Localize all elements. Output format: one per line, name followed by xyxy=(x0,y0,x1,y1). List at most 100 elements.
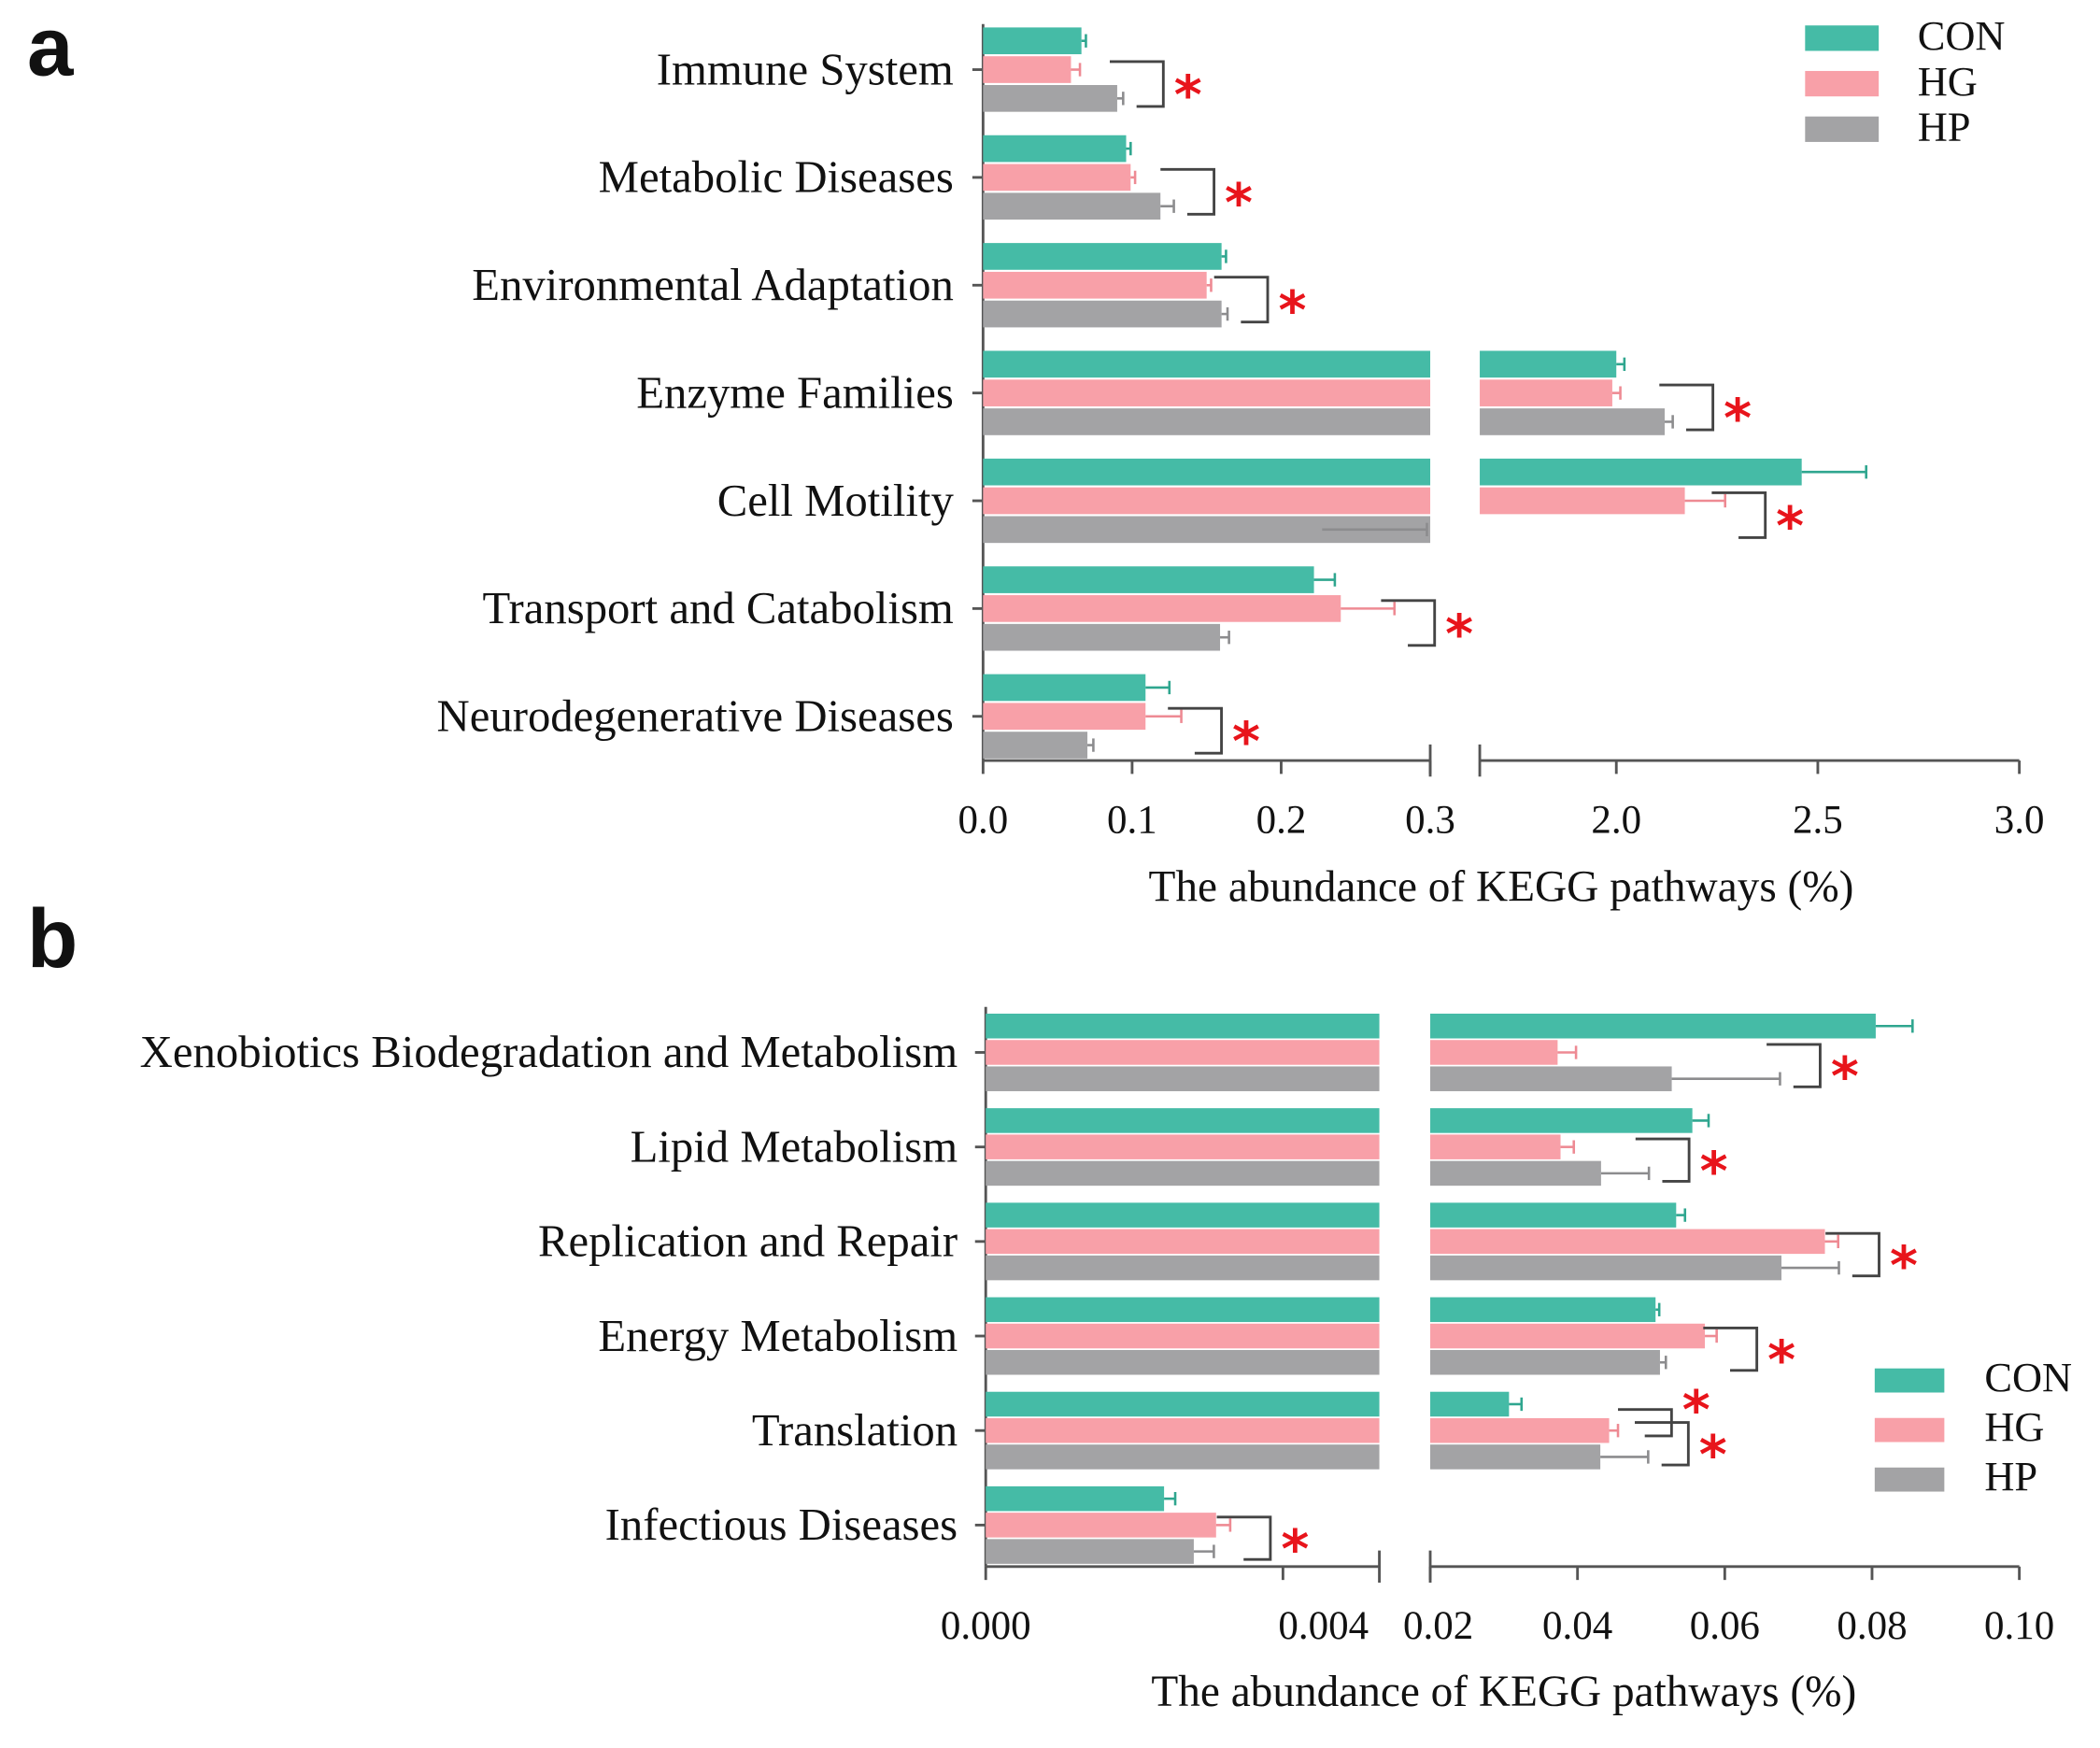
category-label-b: Lipid Metabolism xyxy=(631,1121,958,1172)
category-label-a: Metabolic Diseases xyxy=(599,152,954,203)
legend-swatch-hp xyxy=(1805,116,1880,142)
bar-hp-left-part xyxy=(986,1444,1380,1470)
x-tick-label-a: 0.0 xyxy=(958,798,1008,842)
category-label-b: Infectious Diseases xyxy=(605,1499,958,1550)
significance-bracket: * xyxy=(1825,1231,1918,1297)
legend-label-hg: HG xyxy=(1984,1403,2044,1450)
bar-hp xyxy=(1430,1444,1601,1470)
x-tick-label-a: 0.1 xyxy=(1107,798,1157,842)
significance-star: * xyxy=(1699,1424,1727,1486)
legend-swatch-hg xyxy=(1874,1417,1945,1442)
significance-bracket: * xyxy=(1216,1515,1309,1581)
bar-hp xyxy=(986,1539,1194,1564)
x-tick-label-b: 0.04 xyxy=(1542,1604,1612,1648)
bracket-line xyxy=(1711,490,1767,539)
bar-hg-left-part xyxy=(986,1134,1380,1159)
bar-hg xyxy=(1430,1134,1561,1159)
legend-label-hp: HP xyxy=(1984,1453,2037,1499)
category-label-a: Neurodegenerative Diseases xyxy=(437,691,954,742)
significance-bracket: * xyxy=(1381,599,1473,665)
bar-con-left-part xyxy=(983,350,1431,378)
bar-hg-left-part xyxy=(986,1040,1380,1065)
significance-star: * xyxy=(1225,172,1253,234)
x-tick-label-a: 2.5 xyxy=(1793,798,1843,842)
legend-swatch-hp xyxy=(1874,1467,1945,1492)
bar-hg xyxy=(983,56,1071,83)
bracket-line xyxy=(1635,1421,1690,1467)
bracket-line xyxy=(1216,1515,1272,1561)
significance-bracket-con-hg: * xyxy=(1618,1379,1710,1442)
x-tick-label-b: 0.004 xyxy=(1278,1604,1369,1648)
bar-hg xyxy=(1430,1040,1558,1065)
category-label-a: Cell Motility xyxy=(717,476,955,526)
significance-star: * xyxy=(1174,64,1202,126)
category-label-b: Translation xyxy=(752,1405,958,1456)
significance-star: * xyxy=(1445,603,1473,665)
legend-swatch-hg xyxy=(1805,70,1880,97)
x-tick-label-a: 3.0 xyxy=(1994,798,2045,842)
bracket-line xyxy=(1109,60,1165,108)
bar-con xyxy=(983,243,1222,270)
panel-letter-a: a xyxy=(27,0,74,92)
significance-bracket: * xyxy=(1213,276,1306,342)
bar-hp xyxy=(1430,1066,1672,1091)
bar-hg xyxy=(1430,1323,1706,1349)
bar-hg-left-part xyxy=(983,379,1431,406)
bar-hp xyxy=(1480,408,1666,435)
bar-con xyxy=(1430,1297,1656,1323)
legend-label-con: CON xyxy=(1918,12,2006,59)
significance-star: * xyxy=(1232,711,1260,774)
bar-hp-left-part xyxy=(986,1160,1380,1187)
significance-bracket: * xyxy=(1767,1043,1859,1108)
significance-star: * xyxy=(1281,1518,1309,1581)
x-tick-label-a: 0.2 xyxy=(1256,798,1307,842)
bar-con-left-part xyxy=(986,1108,1380,1133)
bar-con-left-part xyxy=(986,1202,1380,1228)
bar-hg xyxy=(986,1513,1216,1538)
significance-star: * xyxy=(1278,279,1306,342)
bracket-line xyxy=(1703,1326,1759,1372)
bar-hg-left-part xyxy=(986,1323,1380,1349)
category-label-a: Environmental Adaptation xyxy=(472,260,954,310)
bar-hg-left-part xyxy=(986,1229,1380,1255)
x-axis-title-b: The abundance of KEGG pathways (%) xyxy=(1151,1668,1856,1716)
category-label-b: Xenobiotics Biodegradation and Metabolis… xyxy=(140,1027,958,1077)
bracket-line xyxy=(1381,599,1437,647)
x-tick-label-b: 0.06 xyxy=(1690,1604,1760,1648)
x-tick-label-b: 0.000 xyxy=(941,1604,1031,1648)
bracket-line xyxy=(1213,276,1270,324)
bar-hp xyxy=(983,85,1117,112)
category-label-a: Immune System xyxy=(657,44,954,94)
bar-con xyxy=(1430,1013,1876,1039)
significance-bracket: * xyxy=(1711,490,1804,558)
bar-hp-left-part xyxy=(986,1350,1380,1375)
significance-bracket: * xyxy=(1109,60,1202,126)
significance-bracket: * xyxy=(1168,706,1260,774)
bar-hg-left-part xyxy=(986,1417,1380,1443)
category-label-a: Enzyme Families xyxy=(636,367,954,418)
significance-bracket: * xyxy=(1635,1137,1728,1202)
bar-hg xyxy=(983,703,1146,731)
legend-swatch-con xyxy=(1874,1368,1945,1393)
bar-con xyxy=(1430,1391,1510,1417)
bar-con-left-part xyxy=(986,1391,1380,1417)
legend-label-hg: HG xyxy=(1918,58,1978,105)
bracket-line xyxy=(1635,1137,1691,1183)
bar-hp xyxy=(1430,1255,1782,1281)
bar-con xyxy=(1480,350,1617,378)
significance-bracket: * xyxy=(1659,383,1752,450)
bar-con xyxy=(1430,1108,1693,1133)
bracket-line xyxy=(1767,1043,1822,1088)
significance-star: * xyxy=(1767,1329,1795,1392)
bar-hg-left-part xyxy=(983,487,1431,515)
bar-con xyxy=(986,1485,1165,1512)
bar-hg xyxy=(1480,379,1612,406)
significance-bracket: * xyxy=(1160,167,1253,234)
bar-con xyxy=(983,135,1127,163)
significance-bracket: * xyxy=(1635,1421,1727,1486)
x-tick-label-b: 0.02 xyxy=(1403,1604,1473,1648)
bar-hp-left-part xyxy=(986,1255,1380,1281)
category-label-b: Replication and Repair xyxy=(538,1216,958,1267)
bracket-line xyxy=(1168,706,1223,755)
panel-letter-b: b xyxy=(27,892,78,985)
